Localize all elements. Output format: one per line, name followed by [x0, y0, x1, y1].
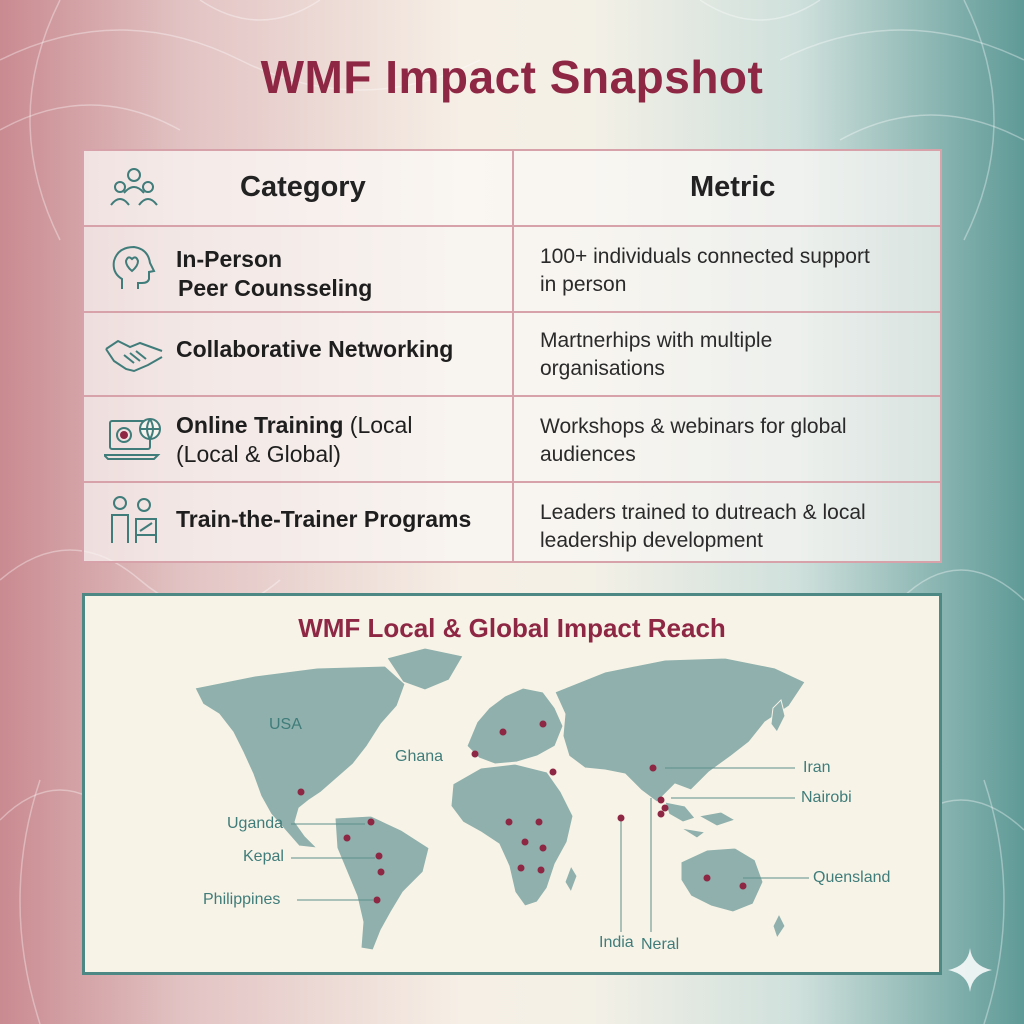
table-row: Collaborative Networking Martnerhips wit… — [84, 313, 940, 397]
world-map — [194, 647, 809, 951]
header-category: Category — [240, 171, 366, 203]
metric-text: Martnerhips with multiple organisations — [540, 329, 773, 380]
impact-dot — [657, 810, 665, 818]
header-metric-cell: Metric — [514, 151, 940, 227]
table-row: Train-the-Trainer Programs Leaders train… — [84, 483, 940, 561]
table-row: Online Training (Local (Local & Global) … — [84, 397, 940, 483]
impact-dot — [661, 804, 669, 812]
map-label-nairobi: Nairobi — [801, 789, 852, 806]
map-label-ghana: Ghana — [395, 748, 444, 765]
map-label-neral: Neral — [641, 936, 680, 953]
impact-dot — [539, 844, 547, 852]
impact-dot — [739, 882, 747, 890]
south-america-landmass — [334, 815, 430, 951]
madagascar-landmass — [564, 864, 578, 894]
trainer-presenting-icon — [111, 496, 157, 543]
map-label-quensland: Quensland — [813, 869, 891, 886]
category-cell: In-Person Peer Counsseling — [84, 227, 514, 313]
impact-dot — [539, 720, 547, 728]
impact-dot — [471, 750, 479, 758]
impact-dot — [373, 896, 381, 904]
map-label-uganda: Uganda — [227, 815, 284, 832]
metric-cell: Workshops & webinars for global audience… — [514, 397, 940, 483]
metric-text: Workshops & webinars for global audience… — [540, 415, 847, 466]
impact-table: Category Metric In-Person Peer Counsseli… — [82, 149, 942, 563]
handshake-icon — [105, 339, 163, 373]
north-america-landmass — [194, 665, 406, 849]
table-header-row: Category Metric — [84, 151, 940, 227]
metric-cell: 100+ individuals connected support in pe… — [514, 227, 940, 313]
metric-text: Leaders trained to dutreach & local lead… — [540, 501, 866, 552]
impact-dot — [535, 818, 543, 826]
metric-cell: Leaders trained to dutreach & local lead… — [514, 483, 940, 561]
impact-dot — [703, 874, 711, 882]
table-row: In-Person Peer Counsseling 100+ individu… — [84, 227, 940, 313]
australia-landmass — [680, 847, 764, 913]
header-metric: Metric — [690, 171, 776, 203]
impact-dot — [521, 838, 529, 846]
impact-dot — [505, 818, 513, 826]
southeast-asia-landmass — [664, 801, 737, 839]
category-label: Train-the-Trainer Programs — [176, 506, 472, 532]
metric-text: 100+ individuals connected support in pe… — [540, 245, 870, 296]
head-heart-icon — [112, 245, 156, 289]
impact-dot — [617, 814, 625, 822]
map-title: WMF Local & Global Impact Reach — [298, 613, 726, 643]
category-label: Collaborative Networking — [176, 336, 454, 362]
impact-dot — [549, 768, 557, 776]
impact-dot — [649, 764, 657, 772]
category-label: In-Person Peer Counsseling — [176, 246, 373, 301]
impact-dot — [537, 866, 545, 874]
category-cell: Collaborative Networking — [84, 313, 514, 397]
impact-dot — [377, 868, 385, 876]
impact-dot — [517, 864, 525, 872]
asia-landmass — [554, 657, 806, 803]
category-cell: Train-the-Trainer Programs — [84, 483, 514, 561]
map-label-iran: Iran — [803, 759, 831, 776]
impact-dot — [499, 728, 507, 736]
impact-dot — [297, 788, 305, 796]
africa-landmass — [450, 763, 574, 907]
header-category-cell: Category — [84, 151, 514, 227]
category-cell: Online Training (Local (Local & Global) — [84, 397, 514, 483]
map-label-usa: USA — [269, 716, 302, 733]
map-label-philippines: Philippines — [203, 891, 281, 908]
impact-dot — [367, 818, 375, 826]
people-group-icon — [110, 168, 158, 206]
metric-cell: Martnerhips with multiple organisations — [514, 313, 940, 397]
impact-dot — [375, 852, 383, 860]
greenland-landmass — [386, 647, 464, 691]
impact-dot — [343, 834, 351, 842]
map-label-kepal: Kepal — [243, 848, 284, 865]
sparkle-icon — [948, 948, 992, 992]
category-label: Online Training (Local (Local & Global) — [176, 412, 413, 467]
map-label-india: India — [599, 934, 634, 951]
impact-map-panel: WMF Local & Global Impact Reach — [82, 593, 942, 975]
japan-landmass — [770, 699, 786, 733]
europe-landmass — [466, 687, 564, 765]
laptop-globe-icon — [104, 418, 161, 460]
new-zealand-landmass — [772, 912, 786, 940]
impact-dot — [657, 796, 665, 804]
page-title: WMF Impact Snapshot — [260, 51, 764, 103]
